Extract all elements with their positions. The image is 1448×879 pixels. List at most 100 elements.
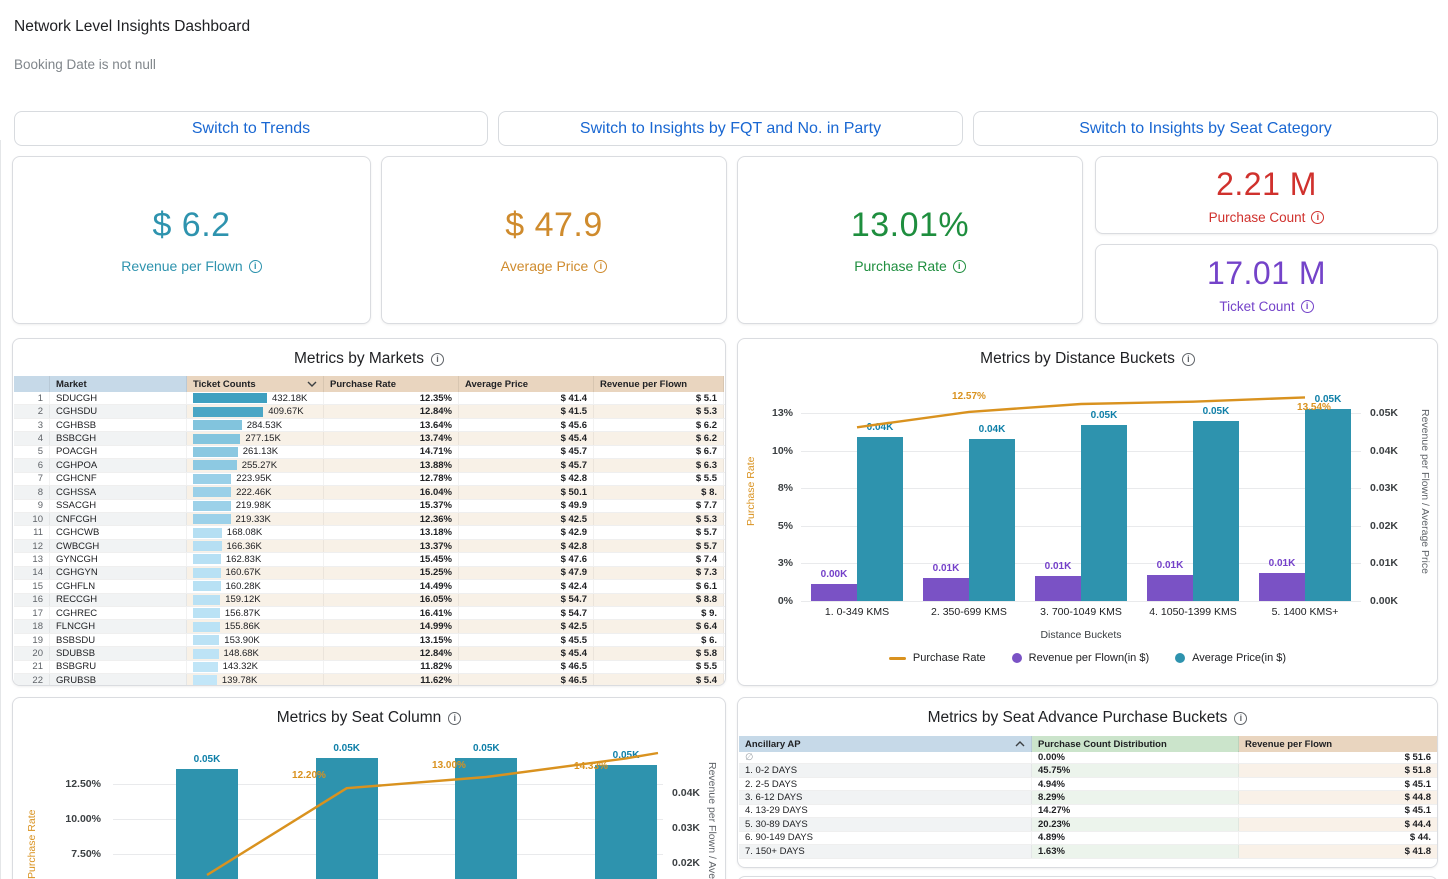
col-header-average-price[interactable]: Average Price bbox=[459, 376, 594, 392]
seat-column-chart-title: Metrics by Seat Column bbox=[276, 709, 442, 726]
ticket-count-bar[interactable] bbox=[193, 554, 221, 565]
ticket-count-bar[interactable] bbox=[193, 433, 241, 444]
legend-item[interactable]: Average Price(in $) bbox=[1175, 652, 1286, 664]
average-price-bar[interactable] bbox=[315, 758, 378, 879]
ticket-count-bar[interactable] bbox=[193, 446, 238, 457]
revenue-per-flown-bar[interactable] bbox=[1147, 575, 1193, 601]
average-price-bar[interactable] bbox=[969, 438, 1015, 601]
ticket-count-bar[interactable] bbox=[193, 648, 219, 659]
market-row[interactable]: 11 CGHCWB 168.08K 13.18% $ 42.9 $ 5.7 bbox=[14, 526, 725, 540]
market-row[interactable]: 13 GYNCGH 162.83K 15.45% $ 47.6 $ 7.4 bbox=[14, 553, 725, 567]
ap-bucket-row[interactable]: ∅ 0.00% $ 51.6 bbox=[739, 751, 1437, 765]
ticket-count-bar[interactable] bbox=[193, 621, 220, 632]
market-name: CGHCWB bbox=[50, 526, 187, 539]
ticket-count-bar[interactable] bbox=[193, 487, 232, 498]
ap-bucket-row[interactable]: 6. 90-149 DAYS 4.89% $ 44. bbox=[739, 831, 1437, 846]
col-header-purchase-rate[interactable]: Purchase Rate bbox=[324, 376, 459, 392]
market-row[interactable]: 22 GRUBSB 139.78K 11.62% $ 46.5 $ 5.4 bbox=[14, 674, 725, 685]
purchase-rate-line bbox=[206, 751, 659, 877]
info-icon[interactable]: i bbox=[248, 259, 262, 273]
market-row[interactable]: 9 SSACGH 219.98K 15.37% $ 49.9 $ 7.7 bbox=[14, 499, 725, 513]
market-row[interactable]: 18 FLNCGH 155.86K 14.99% $ 42.5 $ 6.4 bbox=[14, 620, 725, 634]
market-row[interactable]: 19 BSBSDU 153.90K 13.15% $ 45.5 $ 6. bbox=[14, 633, 725, 648]
ticket-count-bar[interactable] bbox=[193, 567, 221, 578]
market-row[interactable]: 15 CGHFLN 160.28K 14.49% $ 42.4 $ 6.1 bbox=[14, 580, 725, 594]
switch-to-seat-category-button[interactable]: Switch to Insights by Seat Category bbox=[973, 111, 1438, 146]
market-row[interactable]: 7 CGHCNF 223.95K 12.78% $ 42.8 $ 5.5 bbox=[14, 472, 725, 487]
col-header-purchase-count-distribution[interactable]: Purchase Count Distribution bbox=[1032, 736, 1239, 752]
info-icon[interactable]: i bbox=[1234, 711, 1248, 725]
average-price-value: $ 45.7 bbox=[459, 459, 594, 472]
ticket-count-bar[interactable] bbox=[193, 393, 267, 404]
ticket-count-bar[interactable] bbox=[193, 500, 231, 511]
market-row[interactable]: 6 CGHPOA 255.27K 13.88% $ 45.7 $ 6.3 bbox=[14, 459, 725, 473]
ticket-count-bar[interactable] bbox=[193, 514, 231, 525]
ticket-count-bar[interactable] bbox=[193, 581, 221, 592]
info-icon[interactable]: i bbox=[952, 259, 966, 273]
revenue-per-flown-bar[interactable] bbox=[1035, 576, 1081, 601]
info-icon[interactable]: i bbox=[594, 259, 608, 273]
market-row[interactable]: 1 SDUCGH 432.18K 12.35% $ 41.4 $ 5.1 bbox=[14, 392, 725, 406]
revenue-per-flown-value: $ 6.2 bbox=[594, 418, 724, 432]
info-icon[interactable]: i bbox=[1181, 352, 1195, 366]
ticket-count-bar[interactable] bbox=[193, 406, 264, 417]
ticket-count-bar[interactable] bbox=[193, 541, 222, 552]
info-icon[interactable]: i bbox=[1300, 299, 1314, 313]
ticket-count-bar[interactable] bbox=[193, 460, 237, 471]
market-row[interactable]: 12 CWBCGH 166.36K 13.37% $ 42.8 $ 5.7 bbox=[14, 539, 725, 554]
ap-bucket-name: 3. 6-12 DAYS bbox=[739, 791, 1032, 804]
market-row[interactable]: 17 CGHREC 156.87K 16.41% $ 54.7 $ 9. bbox=[14, 607, 725, 621]
ticket-count-bar[interactable] bbox=[193, 661, 218, 672]
ap-bucket-row[interactable]: 1. 0-2 DAYS 45.75% $ 51.8 bbox=[739, 764, 1437, 778]
row-index: 19 bbox=[14, 633, 50, 647]
switch-to-fqt-party-button[interactable]: Switch to Insights by FQT and No. in Par… bbox=[498, 111, 963, 146]
ticket-count-bar[interactable] bbox=[193, 420, 242, 431]
ticket-count-bar[interactable] bbox=[193, 594, 221, 605]
legend-item[interactable]: Purchase Rate bbox=[888, 652, 986, 664]
market-row[interactable]: 21 BSBGRU 143.32K 11.82% $ 46.5 $ 5.5 bbox=[14, 660, 725, 675]
col-header-revenue-per-flown[interactable]: Revenue per Flown bbox=[1239, 736, 1437, 752]
ap-bucket-row[interactable]: 3. 6-12 DAYS 8.29% $ 44.8 bbox=[739, 791, 1437, 805]
market-row[interactable]: 14 CGHGYN 160.67K 15.25% $ 47.9 $ 7.3 bbox=[14, 566, 725, 581]
market-row[interactable]: 2 CGHSDU 409.67K 12.84% $ 41.5 $ 5.3 bbox=[14, 405, 725, 419]
sort-desc-chevron-down-icon[interactable] bbox=[307, 381, 317, 387]
filter-booking-date[interactable]: Booking Date is not null bbox=[14, 57, 156, 72]
average-price-bar[interactable] bbox=[857, 437, 903, 601]
ap-bucket-row[interactable]: 7. 150+ DAYS 1.63% $ 41.8 bbox=[739, 845, 1437, 859]
col-header-ticket-counts[interactable]: Ticket Counts bbox=[187, 376, 324, 392]
ap-bucket-row[interactable]: 4. 13-29 DAYS 14.27% $ 45.1 bbox=[739, 804, 1437, 819]
legend-item[interactable]: Revenue per Flown(in $) bbox=[1011, 652, 1149, 664]
ticket-count-bar[interactable] bbox=[193, 635, 220, 646]
market-row[interactable]: 20 SDUBSB 148.68K 12.84% $ 45.4 $ 5.8 bbox=[14, 647, 725, 661]
market-row[interactable]: 16 RECCGH 159.12K 16.05% $ 54.7 $ 8.8 bbox=[14, 593, 725, 607]
ap-bucket-row[interactable]: 5. 30-89 DAYS 20.23% $ 44.4 bbox=[739, 818, 1437, 832]
average-price-value: $ 42.5 bbox=[459, 512, 594, 526]
ticket-count-cell: 153.90K bbox=[187, 633, 324, 647]
average-price-bar[interactable] bbox=[1305, 408, 1351, 601]
info-icon[interactable]: i bbox=[448, 711, 462, 725]
revenue-per-flown-bar[interactable] bbox=[923, 578, 969, 601]
sort-asc-chevron-up-icon[interactable] bbox=[1015, 741, 1025, 747]
average-price-bar[interactable] bbox=[1193, 421, 1239, 601]
market-row[interactable]: 8 CGHSSA 222.46K 16.04% $ 50.1 $ 8. bbox=[14, 486, 725, 500]
ap-bucket-row[interactable]: 2. 2-5 DAYS 4.94% $ 45.1 bbox=[739, 777, 1437, 792]
revenue-per-flown-bar[interactable] bbox=[811, 584, 857, 601]
switch-to-trends-button[interactable]: Switch to Trends bbox=[14, 111, 488, 146]
market-row[interactable]: 4 BSBCGH 277.15K 13.74% $ 45.4 $ 6.2 bbox=[14, 432, 725, 446]
ticket-count-bar[interactable] bbox=[193, 527, 222, 538]
average-price-bar[interactable] bbox=[1081, 425, 1127, 601]
average-price-bar[interactable] bbox=[176, 768, 238, 879]
revenue-per-flown-bar[interactable] bbox=[1259, 572, 1305, 601]
market-row[interactable]: 3 CGHBSB 284.53K 13.64% $ 45.6 $ 6.2 bbox=[14, 418, 725, 433]
info-icon[interactable]: i bbox=[1311, 210, 1325, 224]
ticket-count-bar[interactable] bbox=[193, 473, 232, 484]
market-row[interactable]: 10 CNFCGH 219.33K 12.36% $ 42.5 $ 5.3 bbox=[14, 512, 725, 527]
average-price-bar[interactable] bbox=[595, 765, 657, 879]
col-header-revenue-per-flown[interactable]: Revenue per Flown bbox=[594, 376, 724, 392]
col-header-ancillary-ap[interactable]: Ancillary AP bbox=[739, 736, 1032, 752]
ticket-count-bar[interactable] bbox=[193, 608, 220, 619]
col-header-market[interactable]: Market bbox=[50, 376, 187, 392]
info-icon[interactable]: i bbox=[431, 352, 445, 366]
ticket-count-bar[interactable] bbox=[193, 675, 217, 685]
market-row[interactable]: 5 POACGH 261.13K 14.71% $ 45.7 $ 6.7 bbox=[14, 445, 725, 460]
